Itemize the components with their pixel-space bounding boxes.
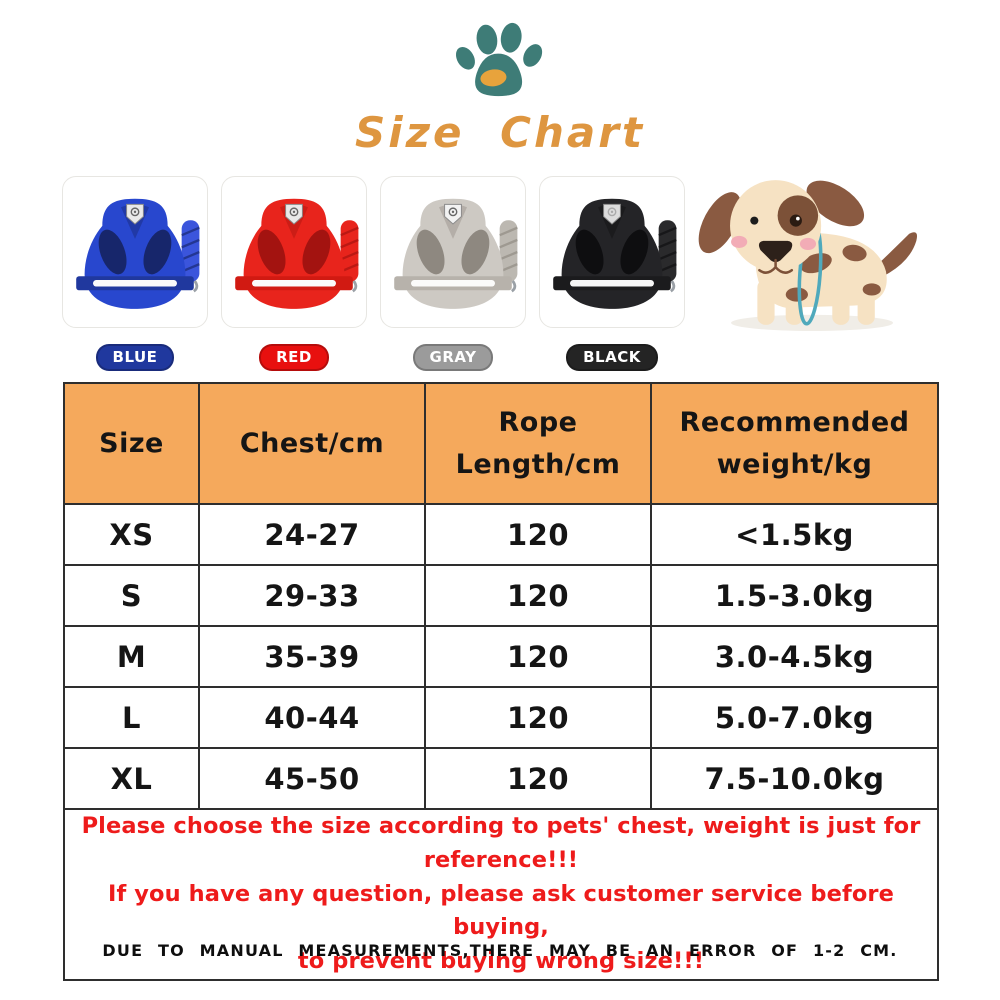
harness-gray-image (394, 198, 518, 309)
warning-line: If you have any question, please ask cus… (108, 880, 894, 941)
product-column-red: RED (219, 176, 369, 371)
shield-logo (444, 203, 462, 225)
product-column-gray: GRAY (378, 176, 528, 371)
cell-chest: 24-27 (198, 503, 426, 566)
harness-red-image (235, 198, 359, 309)
product-card-black (539, 176, 685, 328)
page-title: Size Chart (354, 108, 646, 157)
cell-chest: 29-33 (198, 564, 426, 627)
cell-weight: <1.5kg (650, 503, 939, 566)
color-badge-gray: GRAY (412, 344, 494, 371)
product-card-red (221, 176, 367, 328)
warning-line: Please choose the size according to pets… (81, 813, 921, 873)
cell-rope: 120 (424, 564, 652, 627)
cell-weight: 3.0-4.5kg (650, 625, 939, 688)
warning-line: to prevent buying wrong size!!! (297, 948, 705, 974)
column-header-chest: Chest/cm (198, 382, 426, 505)
table-row-l: L 40-44 120 5.0-7.0kg (63, 686, 939, 749)
table-header-row: Size Chest/cm Rope Length/cm Recommended… (63, 382, 939, 505)
leash-clasp (510, 280, 517, 293)
color-badge-red: RED (259, 344, 329, 371)
column-header-weight: Recommended weight/kg (650, 382, 939, 505)
column-header-size: Size (63, 382, 200, 505)
cell-weight: 1.5-3.0kg (650, 564, 939, 627)
brand-header: Size Chart (0, 20, 1000, 157)
cell-size: S (63, 564, 200, 627)
product-column-blue: BLUE (60, 176, 210, 371)
cell-chest: 40-44 (198, 686, 426, 749)
shield-logo (603, 203, 621, 225)
leash-clasp (192, 280, 199, 293)
cell-rope: 120 (424, 686, 652, 749)
cell-chest: 35-39 (198, 625, 426, 688)
product-column-black: BLACK (537, 176, 687, 371)
cell-rope: 120 (424, 503, 652, 566)
color-badge-blue: BLUE (95, 344, 175, 371)
column-header-rope: Rope Length/cm (424, 382, 652, 505)
leash-clasp (669, 280, 676, 293)
product-gallery: BLUE RED (60, 176, 687, 371)
cell-size: L (63, 686, 200, 749)
cell-chest: 45-50 (198, 747, 426, 810)
leash-clasp (351, 280, 358, 293)
color-badge-black: BLACK (566, 344, 658, 371)
measurement-disclaimer: DUE TO MANUAL MEASUREMENTS,THERE MAY BE … (102, 941, 898, 960)
warning-note: Please choose the size according to pets… (63, 808, 939, 981)
cell-weight: 5.0-7.0kg (650, 686, 939, 749)
table-row-s: S 29-33 120 1.5-3.0kg (63, 564, 939, 627)
dog-illustration (692, 170, 926, 332)
cell-size: XL (63, 747, 200, 810)
harness-blue-image (76, 198, 200, 309)
dog-nose (758, 240, 793, 263)
shield-logo (126, 203, 144, 225)
table-row-xs: XS 24-27 120 <1.5kg (63, 503, 939, 566)
table-row-m: M 35-39 120 3.0-4.5kg (63, 625, 939, 688)
dog-ear-right (806, 180, 865, 227)
size-table: Size Chest/cm Rope Length/cm Recommended… (63, 382, 939, 981)
product-card-gray (380, 176, 526, 328)
harness-black-image (553, 198, 677, 309)
shield-logo (285, 203, 303, 225)
cell-rope: 120 (424, 747, 652, 810)
warning-row: Please choose the size according to pets… (63, 808, 939, 981)
cell-rope: 120 (424, 625, 652, 688)
table-row-xl: XL 45-50 120 7.5-10.0kg (63, 747, 939, 810)
cell-size: M (63, 625, 200, 688)
product-card-blue (62, 176, 208, 328)
dog-ear-left (698, 192, 742, 254)
cell-weight: 7.5-10.0kg (650, 747, 939, 810)
cell-size: XS (63, 503, 200, 566)
paw-icon (455, 22, 543, 97)
